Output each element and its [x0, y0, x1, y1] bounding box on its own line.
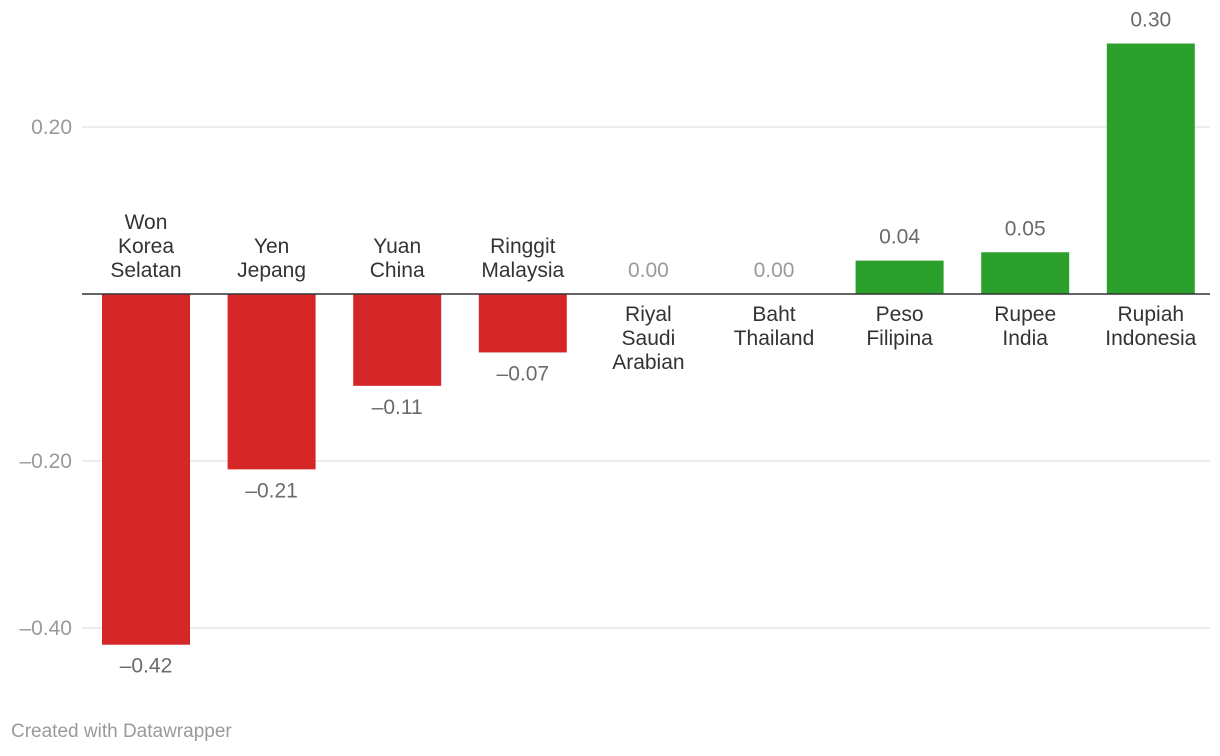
- value-label: –0.07: [497, 362, 550, 385]
- value-label: 0.05: [1005, 217, 1046, 240]
- bar: [478, 294, 567, 353]
- bar: [353, 294, 442, 386]
- category-label: Yuan China: [370, 235, 425, 282]
- category-label: Rupiah Indonesia: [1105, 303, 1196, 350]
- bar: [855, 260, 944, 294]
- value-label: 0.00: [628, 259, 669, 282]
- category-label: Riyal Saudi Arabian: [612, 303, 684, 374]
- credit-text: Created with Datawrapper: [11, 721, 232, 742]
- category-label: Peso Filipina: [866, 303, 933, 350]
- category-label: Yen Jepang: [237, 235, 306, 282]
- bar: [1106, 43, 1195, 294]
- value-label: –0.42: [120, 655, 173, 678]
- value-label: 0.04: [879, 226, 920, 249]
- value-label: 0.00: [754, 259, 795, 282]
- category-label: Rupee India: [994, 303, 1056, 350]
- category-label: Ringgit Malaysia: [481, 235, 564, 282]
- bar: [981, 252, 1070, 294]
- bar: [227, 294, 316, 470]
- category-label: Won Korea Selatan: [110, 211, 181, 282]
- y-tick-label: –0.40: [19, 617, 72, 640]
- category-label: Baht Thailand: [734, 303, 815, 350]
- bar: [102, 294, 190, 645]
- y-tick-label: 0.20: [31, 116, 72, 139]
- value-label: –0.21: [245, 479, 298, 502]
- value-label: –0.11: [372, 396, 423, 419]
- value-label: 0.30: [1130, 9, 1171, 32]
- y-tick-label: –0.20: [19, 450, 72, 473]
